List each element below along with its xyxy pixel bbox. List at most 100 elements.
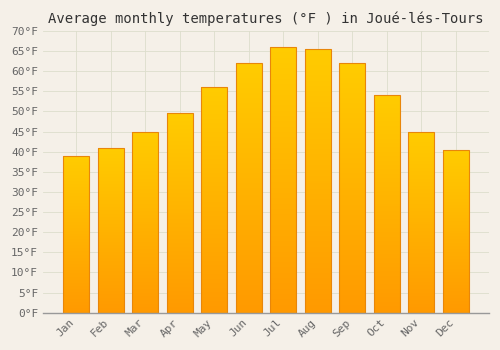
Bar xyxy=(132,260,158,262)
Bar xyxy=(270,310,296,313)
Bar xyxy=(408,242,434,244)
Bar xyxy=(270,196,296,198)
Bar xyxy=(166,209,192,211)
Bar xyxy=(201,119,227,121)
Bar xyxy=(304,294,330,297)
Bar xyxy=(442,288,468,290)
Bar xyxy=(236,268,262,270)
Bar xyxy=(339,228,365,230)
Bar xyxy=(304,231,330,233)
Bar xyxy=(236,150,262,153)
Bar xyxy=(408,284,434,286)
Bar xyxy=(236,71,262,73)
Bar xyxy=(98,242,124,243)
Bar xyxy=(270,230,296,233)
Bar xyxy=(304,273,330,276)
Bar xyxy=(63,306,89,308)
Bar xyxy=(442,225,468,226)
Bar xyxy=(63,288,89,289)
Bar xyxy=(442,198,468,200)
Bar xyxy=(166,311,192,313)
Bar xyxy=(304,250,330,252)
Bar xyxy=(304,286,330,289)
Bar xyxy=(339,233,365,235)
Bar xyxy=(132,184,158,186)
Bar xyxy=(63,302,89,303)
Bar xyxy=(236,295,262,298)
Bar xyxy=(374,245,400,247)
Bar xyxy=(339,93,365,96)
Bar xyxy=(442,285,468,287)
Bar xyxy=(339,170,365,173)
Bar xyxy=(374,291,400,293)
Bar xyxy=(408,211,434,213)
Bar xyxy=(304,257,330,260)
Bar xyxy=(270,47,296,50)
Bar xyxy=(166,257,192,259)
Bar xyxy=(408,215,434,217)
Bar xyxy=(98,286,124,288)
Bar xyxy=(63,309,89,311)
Bar xyxy=(236,183,262,186)
Bar xyxy=(166,116,192,117)
Bar xyxy=(270,249,296,252)
Bar xyxy=(270,58,296,60)
Bar xyxy=(304,144,330,147)
Bar xyxy=(98,148,124,313)
Bar xyxy=(270,103,296,105)
Bar xyxy=(442,296,468,298)
Bar xyxy=(270,121,296,124)
Bar xyxy=(166,125,192,127)
Bar xyxy=(63,163,89,165)
Bar xyxy=(166,253,192,255)
Bar xyxy=(270,130,296,132)
Bar xyxy=(166,281,192,283)
Bar xyxy=(374,95,400,313)
Bar xyxy=(236,80,262,83)
Bar xyxy=(442,173,468,174)
Bar xyxy=(132,291,158,293)
Bar xyxy=(339,123,365,126)
Bar xyxy=(166,193,192,195)
Bar xyxy=(132,303,158,306)
Bar xyxy=(339,308,365,310)
Bar xyxy=(98,151,124,153)
Bar xyxy=(63,182,89,184)
Bar xyxy=(201,101,227,103)
Bar xyxy=(304,86,330,89)
Bar xyxy=(442,246,468,247)
Bar xyxy=(201,270,227,272)
Bar xyxy=(304,281,330,284)
Bar xyxy=(63,303,89,305)
Bar xyxy=(270,108,296,111)
Bar xyxy=(374,300,400,302)
Bar xyxy=(442,218,468,220)
Bar xyxy=(442,195,468,197)
Bar xyxy=(339,133,365,135)
Bar xyxy=(442,217,468,218)
Bar xyxy=(63,237,89,239)
Bar xyxy=(132,284,158,286)
Bar xyxy=(270,228,296,230)
Bar xyxy=(374,100,400,102)
Bar xyxy=(374,298,400,300)
Bar xyxy=(442,280,468,282)
Bar xyxy=(132,198,158,200)
Bar xyxy=(98,309,124,311)
Bar xyxy=(166,309,192,311)
Bar xyxy=(374,154,400,156)
Bar xyxy=(98,303,124,304)
Bar xyxy=(132,206,158,208)
Bar xyxy=(63,256,89,258)
Bar xyxy=(339,153,365,155)
Bar xyxy=(270,190,296,193)
Bar xyxy=(201,168,227,171)
Bar xyxy=(132,142,158,144)
Bar xyxy=(442,283,468,285)
Bar xyxy=(98,182,124,184)
Bar xyxy=(236,278,262,280)
Bar xyxy=(132,244,158,246)
Bar xyxy=(408,231,434,233)
Bar xyxy=(374,276,400,278)
Bar xyxy=(201,202,227,204)
